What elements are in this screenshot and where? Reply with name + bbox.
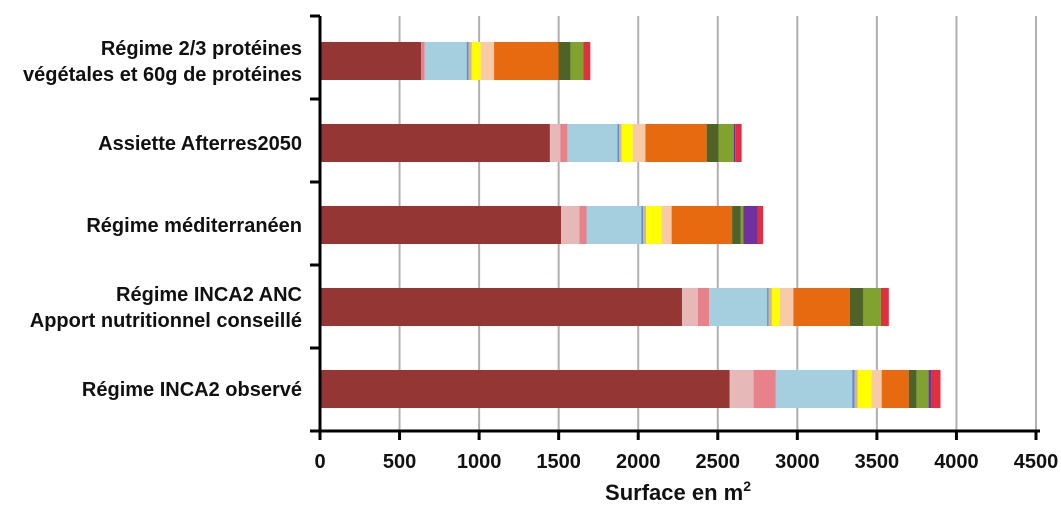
bar-segment [779, 288, 794, 326]
bar-segment [570, 42, 584, 80]
bar-segment [793, 288, 850, 326]
bar-segment [928, 370, 932, 408]
bar-segment [854, 370, 858, 408]
bar-segment [863, 288, 881, 326]
bar-segment [641, 206, 643, 244]
bar-segment [732, 206, 741, 244]
bar-segment [697, 288, 710, 326]
bar-segment [320, 124, 550, 162]
bar-segment [767, 288, 769, 326]
category-label: Assiette Afterres2050 [98, 133, 302, 155]
bar-segment [468, 42, 472, 80]
x-tick-label: 0 [314, 451, 325, 473]
bar-segment [740, 206, 744, 244]
x-tick-label: 4500 [1014, 451, 1059, 473]
bar-segment [421, 42, 425, 80]
bar-segment [729, 370, 754, 408]
bar-segment [661, 206, 672, 244]
bar-segment [642, 206, 647, 244]
bar-segment [320, 42, 422, 80]
x-tick-label: 1500 [536, 451, 581, 473]
bar-segment [621, 124, 633, 162]
x-tick-label: 4000 [934, 451, 979, 473]
bar-segment [560, 124, 568, 162]
x-tick-label: 3500 [855, 451, 900, 473]
labels: 0 500 1000 1500 2000 2500 3000 3500 4000 4500 Régi… [23, 38, 1058, 473]
bar-segment [561, 206, 580, 244]
bar-segment [632, 124, 646, 162]
bar-segment [320, 288, 682, 326]
bar-segment [681, 288, 698, 326]
bars [320, 42, 941, 408]
x-tick-label: 2000 [616, 451, 661, 473]
bar-segment [480, 42, 495, 80]
bar-segment [494, 42, 559, 80]
bar-segment [857, 370, 872, 408]
bar-segment [733, 124, 736, 162]
bar-segment [757, 206, 764, 244]
bar-segment [881, 370, 909, 408]
bar-segment [706, 124, 719, 162]
bar-segment [320, 206, 562, 244]
bar-segment [646, 206, 662, 244]
bar-segment [931, 370, 941, 408]
bar-segment [871, 370, 882, 408]
bar-segment [466, 42, 469, 80]
bar-segment [775, 370, 853, 408]
category-label: Régime INCA2 observé [82, 379, 302, 401]
bar-segment [549, 124, 561, 162]
x-tick-label: 2500 [696, 451, 741, 473]
bar-segment [768, 288, 772, 326]
bar-segment [471, 42, 481, 80]
x-axis-title: Surface en m2 [605, 478, 751, 505]
x-tick-label: 3000 [775, 451, 820, 473]
bar-segment [619, 124, 622, 162]
bar-segment [735, 124, 742, 162]
bar-segment [579, 206, 587, 244]
bar-segment [558, 42, 571, 80]
bar-segment [771, 288, 780, 326]
bar-segment [718, 124, 734, 162]
category-label: Régime INCA2 ANC Apport nutritionnel cons… [30, 284, 302, 332]
category-label: Régime 2/3 protéines végétales et 60g de … [23, 38, 302, 86]
axes [310, 14, 1040, 440]
bar-segment [617, 124, 620, 162]
bar-segment [753, 370, 776, 408]
x-tick-label: 500 [383, 451, 416, 473]
bar-segment [320, 370, 730, 408]
bar-segment [852, 370, 855, 408]
bar-segment [671, 206, 733, 244]
bar-segment [645, 124, 707, 162]
bar-segment [586, 206, 642, 244]
bar-segment [916, 370, 929, 408]
bar-segment [908, 370, 917, 408]
category-label: Régime méditerranéen [86, 215, 302, 237]
bar-segment [424, 42, 467, 80]
bar-segment [709, 288, 768, 326]
x-tick-label: 1000 [457, 451, 502, 473]
bar-segment [880, 288, 889, 326]
bar-segment [743, 206, 758, 244]
bar-segment [567, 124, 618, 162]
bar-segment [583, 42, 591, 80]
bar-segment [849, 288, 864, 326]
